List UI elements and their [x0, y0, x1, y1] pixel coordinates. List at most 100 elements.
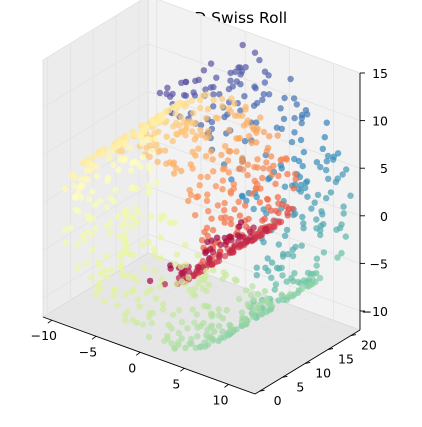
- data-point: [147, 166, 155, 173]
- data-point: [194, 252, 201, 259]
- data-point: [88, 246, 96, 253]
- data-point: [139, 241, 146, 249]
- data-point: [347, 192, 354, 199]
- data-point: [231, 206, 238, 213]
- grid-line: [42, 43, 149, 108]
- data-point: [221, 219, 228, 226]
- data-point: [75, 208, 82, 215]
- data-point: [254, 164, 261, 171]
- data-point: [244, 300, 251, 308]
- data-point: [201, 339, 208, 346]
- data-point: [259, 174, 266, 182]
- data-point: [139, 153, 147, 160]
- data-point: [253, 119, 260, 126]
- data-point: [313, 216, 320, 223]
- data-point: [202, 86, 209, 93]
- data-point: [210, 83, 217, 91]
- data-point: [297, 136, 305, 144]
- data-point: [139, 321, 147, 328]
- data-point: [227, 215, 234, 223]
- data-point: [241, 137, 249, 145]
- data-point: [237, 64, 244, 71]
- data-point: [239, 193, 246, 200]
- data-point: [157, 234, 164, 241]
- data-point: [152, 135, 159, 143]
- data-point: [213, 74, 220, 81]
- data-point: [221, 234, 228, 242]
- data-point: [290, 278, 297, 285]
- data-point: [233, 78, 240, 85]
- data-point: [122, 290, 130, 298]
- data-point: [306, 281, 314, 289]
- data-point: [101, 267, 108, 275]
- data-point: [115, 166, 122, 174]
- data-point: [156, 283, 164, 290]
- data-point: [215, 312, 223, 319]
- data-point: [217, 334, 224, 342]
- data-point: [154, 158, 161, 166]
- data-point: [79, 182, 86, 189]
- data-point: [221, 207, 228, 214]
- data-point: [291, 270, 298, 277]
- data-point: [118, 261, 125, 269]
- data-point: [281, 183, 289, 190]
- data-point: [316, 274, 324, 282]
- data-point: [219, 186, 226, 193]
- data-point: [338, 221, 345, 228]
- data-point: [157, 255, 164, 262]
- y-axis-line: [254, 329, 361, 395]
- data-point: [239, 154, 246, 162]
- data-point: [178, 167, 185, 175]
- data-point: [158, 276, 165, 283]
- data-point: [61, 226, 69, 233]
- data-point: [239, 41, 246, 49]
- data-point: [189, 128, 196, 135]
- data-point: [260, 128, 268, 136]
- x-tick-label: −10: [31, 328, 57, 343]
- data-point: [288, 138, 296, 146]
- data-point: [173, 251, 181, 258]
- data-point: [247, 233, 254, 241]
- data-point: [149, 310, 157, 317]
- data-point: [204, 191, 211, 198]
- data-point: [254, 125, 261, 132]
- data-point: [253, 272, 260, 279]
- data-point: [284, 212, 291, 219]
- data-point: [325, 175, 332, 182]
- data-point: [129, 316, 136, 323]
- grid-line: [47, 313, 260, 392]
- grid-line: [228, 320, 334, 385]
- data-point: [303, 178, 311, 185]
- data-point: [198, 237, 206, 244]
- data-point: [300, 148, 308, 156]
- y-tick-label: 20: [361, 338, 377, 353]
- data-point: [185, 268, 193, 275]
- data-point: [203, 332, 210, 339]
- data-point: [204, 232, 211, 239]
- data-point: [231, 100, 238, 107]
- data-point: [195, 280, 202, 287]
- data-point: [171, 219, 178, 227]
- data-point: [289, 252, 297, 260]
- data-point: [320, 249, 328, 256]
- data-point: [298, 285, 305, 293]
- data-point: [275, 297, 282, 304]
- data-point: [194, 263, 201, 271]
- data-point: [251, 83, 258, 90]
- data-point: [124, 308, 131, 315]
- data-point: [120, 236, 128, 243]
- data-point: [283, 296, 290, 303]
- data-point: [215, 306, 222, 313]
- data-point: [334, 175, 341, 182]
- data-point: [212, 183, 220, 190]
- data-point: [258, 298, 265, 306]
- data-point: [249, 123, 256, 131]
- data-point: [134, 219, 141, 227]
- data-point: [199, 285, 206, 292]
- data-point: [265, 91, 273, 98]
- data-point: [238, 309, 246, 316]
- data-point: [196, 182, 203, 189]
- data-point: [236, 134, 243, 142]
- data-point: [233, 148, 240, 155]
- data-point: [126, 144, 134, 151]
